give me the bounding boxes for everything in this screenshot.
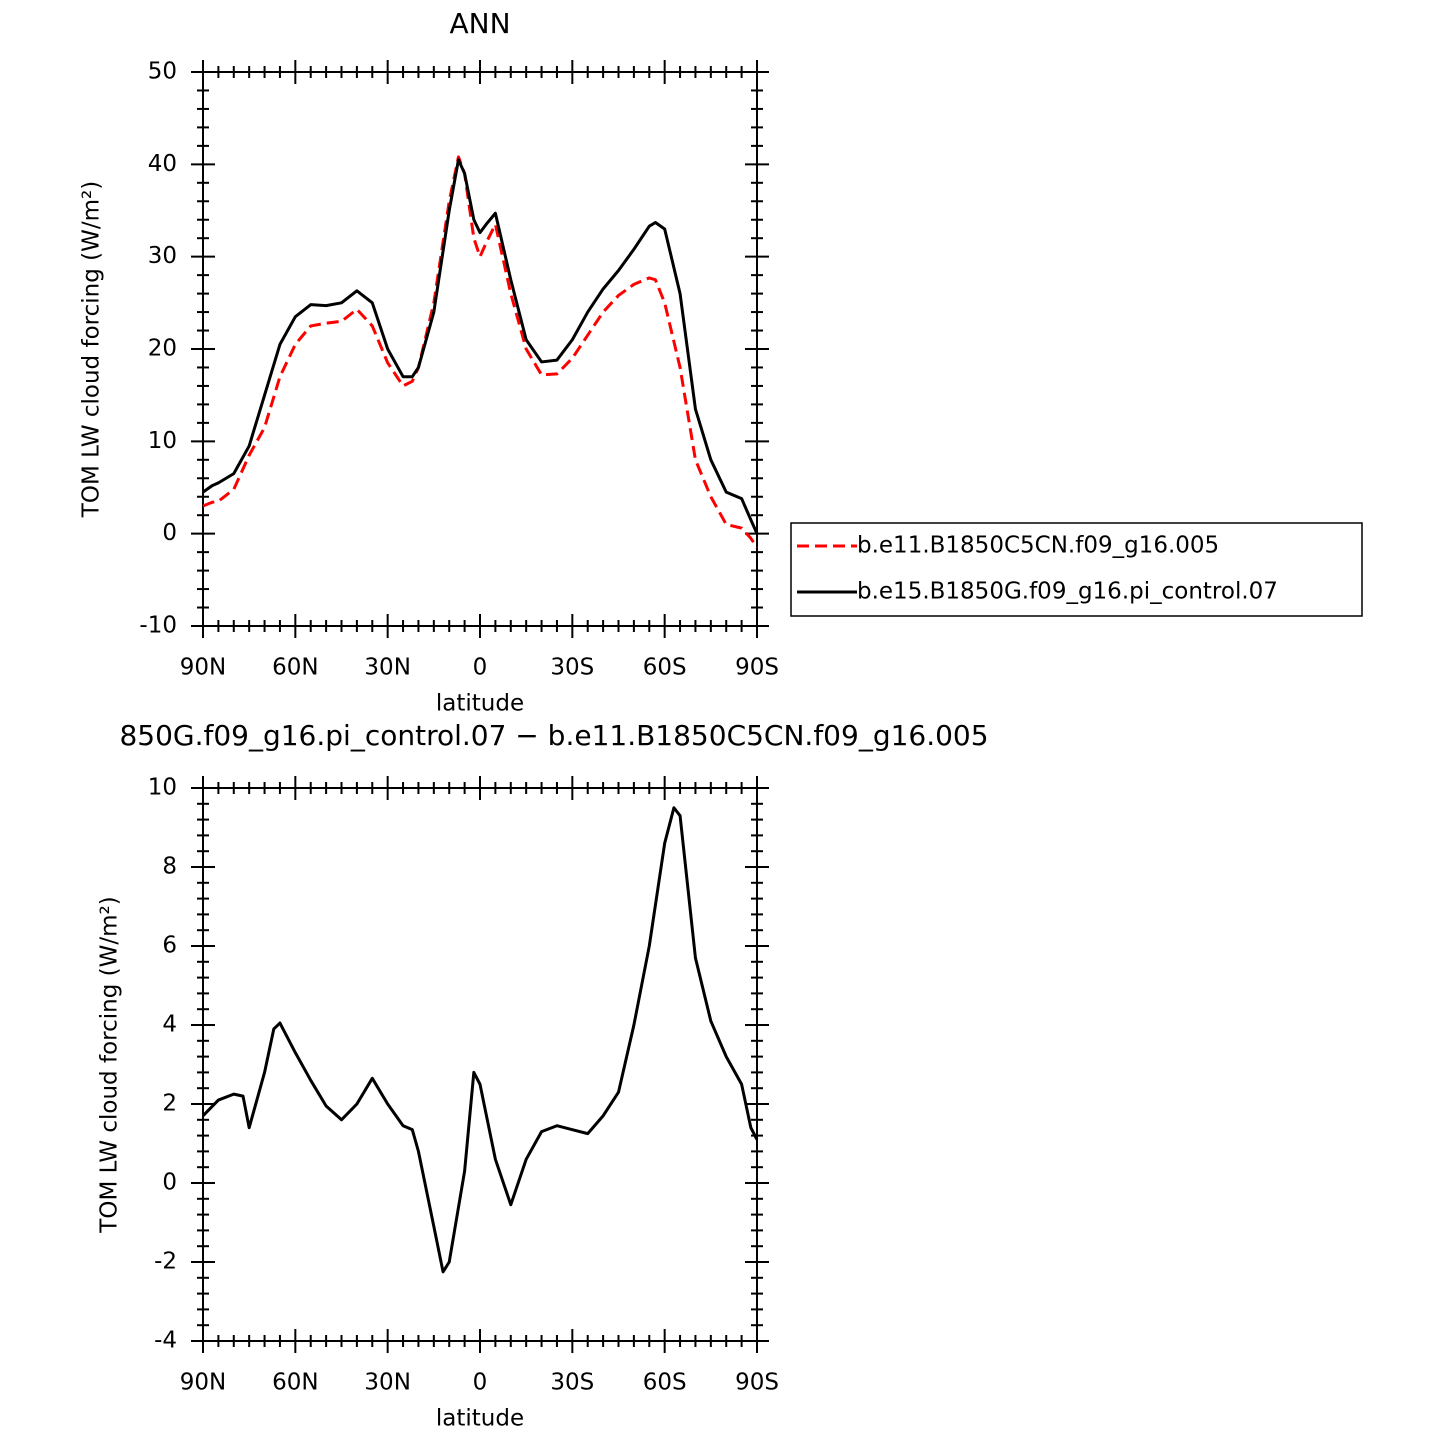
y-tick-label: 50 <box>148 59 177 85</box>
x-tick-label: 30N <box>364 1370 410 1396</box>
legend-label: b.e11.B1850C5CN.f09_g16.005 <box>857 533 1219 559</box>
y-tick-label: -10 <box>139 613 177 639</box>
y-tick-label: -4 <box>154 1328 177 1354</box>
y-axis-label: TOM LW cloud forcing (W/m²) <box>79 181 105 518</box>
y-tick-label: 8 <box>162 854 177 880</box>
x-tick-label: 0 <box>473 655 488 681</box>
x-tick-label: 90S <box>735 1370 779 1396</box>
x-tick-label: 90N <box>180 1370 226 1396</box>
y-tick-label: 2 <box>162 1091 177 1117</box>
data-line <box>202 155 759 549</box>
x-tick-label: 60N <box>272 1370 318 1396</box>
plot-frame <box>202 787 758 1342</box>
x-tick-label: 30S <box>550 655 594 681</box>
x-tick-label: 60S <box>643 1370 687 1396</box>
y-tick-label: 0 <box>162 520 177 546</box>
legend-box <box>790 522 1363 617</box>
y-tick-label: 40 <box>148 151 177 177</box>
x-tick-label: 30S <box>550 1370 594 1396</box>
x-tick-label: 90S <box>735 655 779 681</box>
y-axis-label: TOM LW cloud forcing (W/m²) <box>97 896 123 1233</box>
y-tick-label: -2 <box>154 1249 177 1275</box>
y-tick-label: 10 <box>148 428 177 454</box>
chart-title: 850G.f09_g16.pi_control.07 − b.e11.B1850… <box>119 719 988 752</box>
y-tick-label: 30 <box>148 243 177 269</box>
legend-label: b.e15.B1850G.f09_g16.pi_control.07 <box>857 579 1278 605</box>
y-tick-label: 20 <box>148 336 177 362</box>
y-tick-label: 6 <box>162 933 177 959</box>
x-axis-label: latitude <box>436 1406 524 1432</box>
data-line <box>201 806 759 1274</box>
x-axis-label: latitude <box>436 691 524 717</box>
x-tick-label: 0 <box>473 1370 488 1396</box>
data-line <box>202 158 759 535</box>
x-tick-label: 60N <box>272 655 318 681</box>
y-tick-label: 4 <box>162 1012 177 1038</box>
y-tick-label: 0 <box>162 1170 177 1196</box>
x-tick-label: 90N <box>180 655 226 681</box>
y-tick-label: 10 <box>148 775 177 801</box>
chart-title: ANN <box>449 7 510 40</box>
x-tick-label: 60S <box>643 655 687 681</box>
x-tick-label: 30N <box>364 655 410 681</box>
plot-frame <box>202 71 758 627</box>
